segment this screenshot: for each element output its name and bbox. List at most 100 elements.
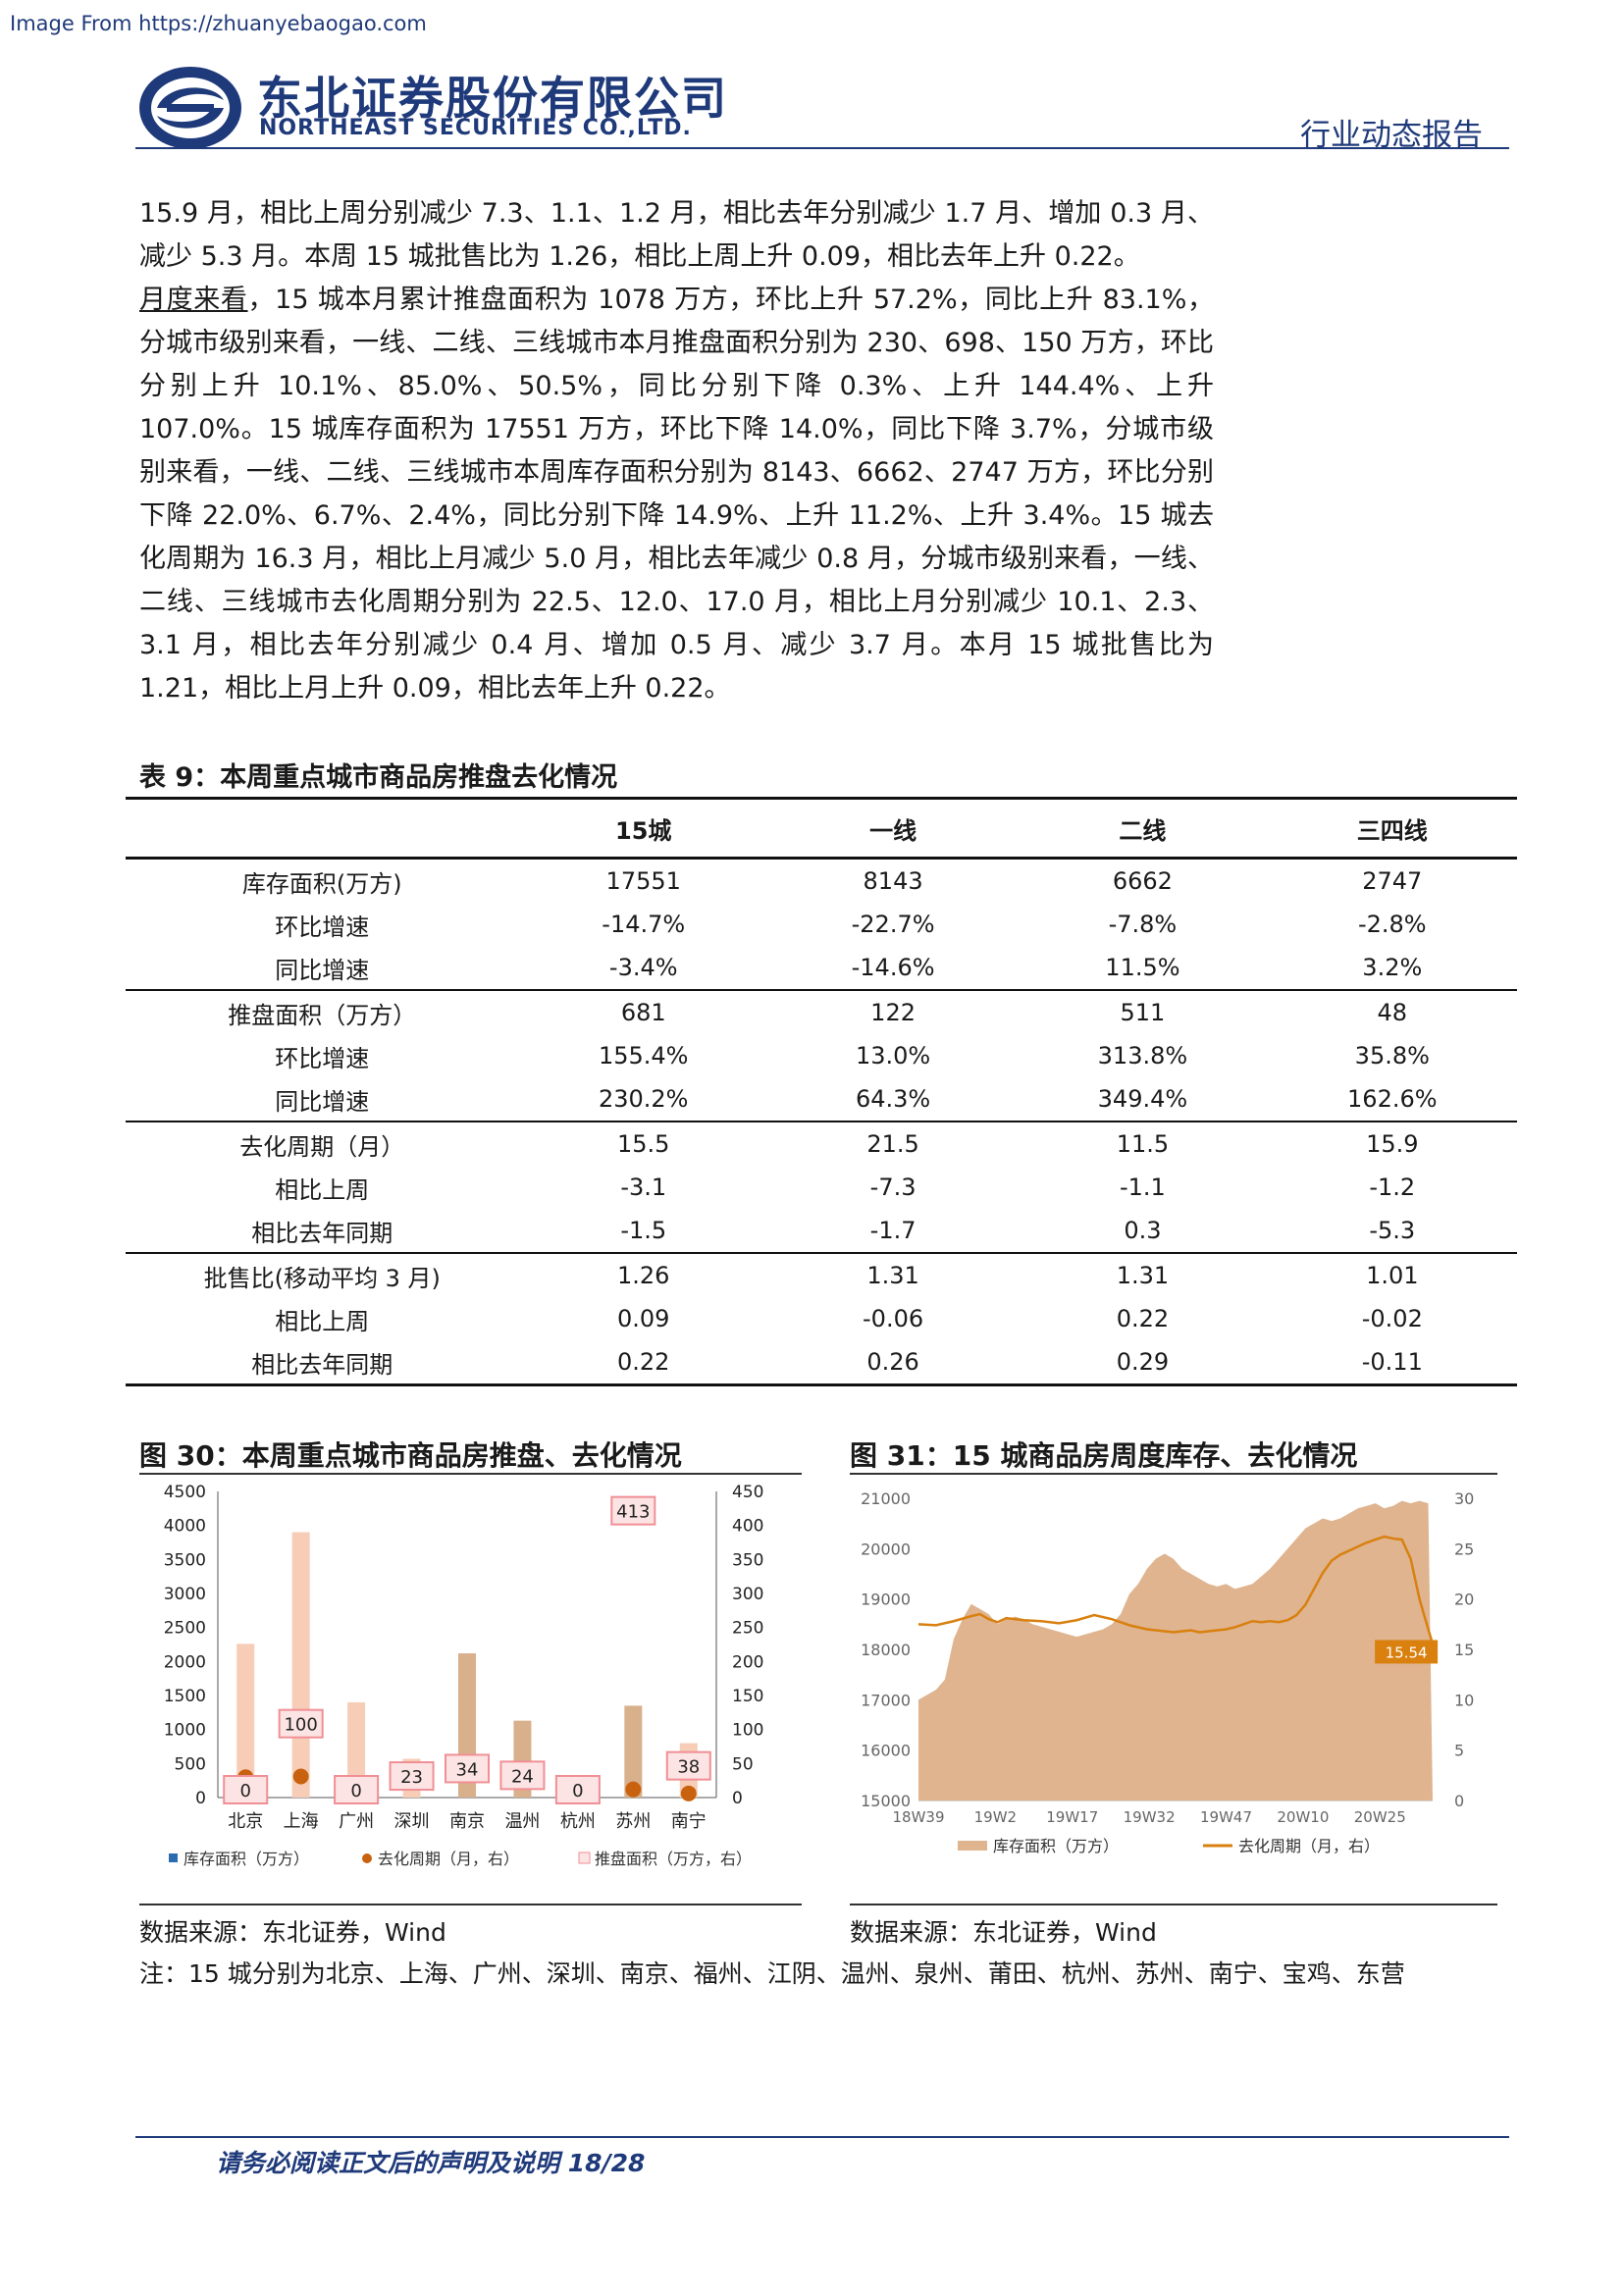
figure-30-rule — [139, 1473, 802, 1475]
table-cell: -0.02 — [1361, 1305, 1423, 1332]
supply-label-box — [223, 1775, 269, 1804]
row-label: 环比增速 — [275, 1044, 370, 1072]
y-tick-left: 20000 — [861, 1539, 911, 1558]
annotation-box — [1375, 1640, 1439, 1664]
figure-31-source: 数据来源：东北证券，Wind — [850, 1918, 1157, 1947]
table-cell: 681 — [518, 989, 768, 1034]
table-row: 同比增速 -3.4% -14.6% 11.5% 3.2% — [126, 946, 1517, 990]
x-tick-label: 20W10 — [1277, 1808, 1329, 1826]
table-row: 库存面积(万方) 17551 8143 6662 2747 — [126, 859, 1517, 904]
x-tick-label: 19W32 — [1124, 1808, 1176, 1826]
figure-31-bottom-rule — [850, 1904, 1497, 1905]
row-label: 去化周期（月） — [126, 1121, 519, 1166]
row-label: 批售比(移动平均 3 月) — [126, 1252, 519, 1297]
table-cell: -22.7% — [851, 911, 935, 938]
table-title: 表 9：本周重点城市商品房推盘去化情况 — [139, 762, 618, 793]
x-tick-label: 19W2 — [974, 1808, 1017, 1826]
y-tick-left: 2000 — [164, 1652, 206, 1672]
legend-supply-label: 推盘面积（万方，右） — [595, 1850, 752, 1868]
x-tick-label: 苏州 — [615, 1811, 651, 1832]
y-tick-right: 15 — [1454, 1641, 1474, 1659]
y-tick-right: 450 — [732, 1483, 763, 1502]
table-cell: 0.3 — [1124, 1217, 1162, 1244]
destock-period-point — [292, 1768, 309, 1785]
table-header-cell — [126, 797, 519, 860]
x-tick-label: 杭州 — [560, 1811, 596, 1832]
table-cell: -2.8% — [1357, 911, 1427, 938]
table-cell: 48 — [1267, 989, 1517, 1034]
table-cell: 0.26 — [767, 1340, 1019, 1386]
paragraph-2: ，15 城本月累计推盘面积为 1078 万方，环比上升 57.2%，同比上升 8… — [139, 285, 1215, 704]
y-tick-right: 30 — [1454, 1489, 1474, 1508]
supply-data-label: 0 — [239, 1781, 250, 1801]
y-tick-right: 350 — [732, 1550, 763, 1570]
table-cell: 1.31 — [1018, 1252, 1268, 1297]
supply-data-label: 24 — [511, 1766, 534, 1787]
inventory-bar — [236, 1644, 255, 1798]
row-label: 相比上周 — [275, 1175, 370, 1204]
y-tick-left: 3500 — [164, 1550, 206, 1570]
figure-30-bottom-rule — [139, 1904, 802, 1905]
table-cell: 0.29 — [1018, 1340, 1268, 1386]
row-label: 同比增速 — [275, 956, 370, 984]
y-tick-left: 18000 — [861, 1641, 911, 1659]
row-label: 推盘面积（万方） — [126, 989, 519, 1034]
y-tick-right: 5 — [1454, 1742, 1464, 1760]
table-row: 同比增速 230.2% 64.3% 349.4% 162.6% — [126, 1077, 1517, 1122]
table-cell: 8143 — [863, 867, 923, 895]
body-paragraph: 15.9 月，相比上周分别减少 7.3、1.1、1.2 月，相比去年分别减少 1… — [139, 192, 1214, 710]
supply-data-label: 23 — [400, 1767, 423, 1788]
supply-label-box — [610, 1495, 656, 1526]
supply-label-box — [334, 1775, 380, 1804]
supply-label-box — [445, 1753, 490, 1784]
table-cell: 15.5 — [518, 1121, 768, 1166]
table-cell: -5.3 — [1369, 1217, 1416, 1244]
table-cell: 349.4% — [1097, 1085, 1188, 1113]
y-tick-right: 10 — [1454, 1691, 1474, 1709]
table-cell: -3.1 — [620, 1174, 667, 1201]
company-name-cn: 东北证券股份有限公司 — [257, 72, 728, 125]
inventory-bar — [291, 1532, 310, 1798]
table-cell: 17551 — [605, 867, 681, 895]
table-row: 去化周期（月） 15.5 21.5 11.5 15.9 — [126, 1121, 1517, 1166]
table-cell: 6662 — [1112, 867, 1173, 895]
inventory-bar — [624, 1705, 643, 1798]
table-row: 相比去年同期 -1.5 -1.7 0.3 -5.3 — [126, 1209, 1517, 1253]
x-tick-label: 广州 — [339, 1811, 374, 1832]
y-tick-left: 500 — [175, 1754, 206, 1774]
x-tick-label: 南京 — [449, 1811, 485, 1832]
company-name-en: NORTHEAST SECURITIES CO.,LTD. — [259, 116, 692, 140]
table-cell: 122 — [767, 989, 1019, 1034]
supply-label-box — [665, 1750, 711, 1781]
legend-supply-marker — [578, 1852, 591, 1864]
table-cell: -1.2 — [1369, 1174, 1416, 1201]
table-header-row: 15城 一线 二线 三四线 — [126, 797, 1517, 860]
y-tick-right: 400 — [732, 1517, 763, 1537]
legend-inventory-marker — [169, 1853, 178, 1862]
y-tick-right: 25 — [1454, 1539, 1474, 1558]
supply-label-box — [499, 1760, 546, 1791]
y-tick-left: 15000 — [861, 1792, 911, 1810]
row-label: 环比增速 — [275, 913, 370, 941]
row-label: 库存面积(万方) — [241, 869, 402, 898]
y-tick-left: 0 — [195, 1789, 206, 1808]
table-cell: -1.5 — [620, 1217, 667, 1244]
table-cell: 21.5 — [767, 1121, 1019, 1166]
table-cell: 0.22 — [1116, 1305, 1170, 1332]
footer-text: 请务必阅读正文后的声明及说明 18/28 — [216, 2149, 646, 2177]
legend-destock-label: 去化周期（月，右） — [1238, 1837, 1380, 1855]
y-tick-right: 50 — [732, 1754, 754, 1774]
table-cell: 0.09 — [617, 1305, 670, 1332]
x-tick-label: 北京 — [228, 1811, 263, 1832]
y-tick-left: 16000 — [861, 1742, 911, 1760]
y-tick-right: 250 — [732, 1619, 763, 1639]
header-divider — [135, 147, 1509, 149]
table-cell: 1.31 — [767, 1252, 1019, 1297]
destock-period-point — [680, 1785, 697, 1801]
y-tick-left: 4500 — [164, 1483, 206, 1502]
x-tick-label: 上海 — [284, 1811, 319, 1832]
y-tick-right: 0 — [1454, 1792, 1464, 1810]
supply-label-box — [389, 1761, 435, 1792]
table-cell: 313.8% — [1097, 1042, 1188, 1070]
table-cell: 162.6% — [1347, 1085, 1438, 1113]
